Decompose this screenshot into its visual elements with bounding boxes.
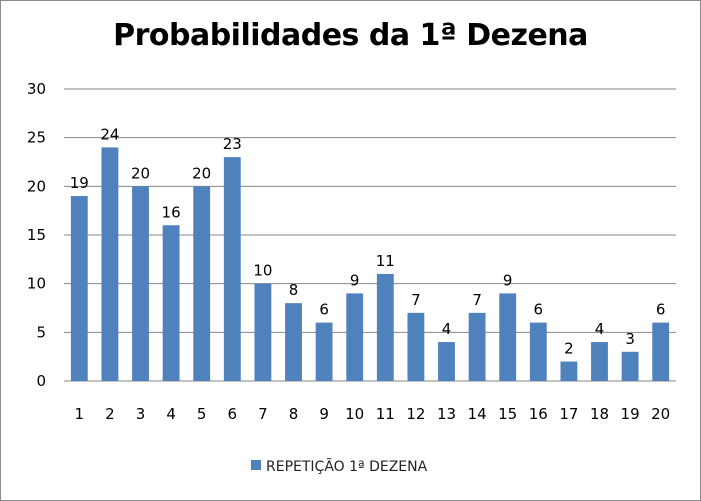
data-label: 10 — [253, 262, 272, 280]
data-label: 20 — [131, 164, 150, 182]
data-label: 23 — [223, 135, 242, 153]
bar — [346, 293, 364, 381]
x-tick-label: 20 — [651, 405, 670, 423]
bar — [223, 157, 241, 381]
data-label: 7 — [472, 291, 482, 309]
data-label: 7 — [411, 291, 421, 309]
data-label: 6 — [319, 301, 329, 319]
bar — [407, 312, 425, 381]
bar — [70, 196, 88, 381]
bar — [499, 293, 517, 381]
x-tick-label: 8 — [289, 405, 299, 423]
bar — [529, 322, 547, 381]
x-tick-label: 11 — [376, 405, 395, 423]
x-tick-label: 1 — [75, 405, 85, 423]
x-tick-label: 15 — [498, 405, 517, 423]
x-tick-label: 14 — [468, 405, 487, 423]
y-tick-label: 10 — [27, 275, 46, 293]
x-tick-label: 5 — [197, 405, 207, 423]
gridlines — [64, 88, 676, 382]
chart-title: Probabilidades da 1ª Dezena — [113, 18, 588, 53]
x-tick-label: 18 — [590, 405, 609, 423]
x-tick-label: 17 — [559, 405, 578, 423]
data-label: 9 — [350, 271, 360, 289]
x-tick-label: 16 — [529, 405, 548, 423]
bar — [591, 342, 608, 381]
data-label: 6 — [656, 301, 666, 319]
x-axis-tick-labels: 1 2 3 4 5 6 7 8 9 10 11 12 13 14 15 16 17 18 19 20 — [75, 405, 671, 423]
bar — [193, 186, 211, 381]
bar — [315, 322, 333, 381]
x-tick-label: 7 — [258, 405, 268, 423]
x-tick-label: 19 — [621, 405, 640, 423]
data-label: 2 — [564, 340, 574, 358]
data-label: 9 — [503, 271, 513, 289]
bar — [376, 273, 394, 381]
bar — [652, 322, 670, 381]
legend-label: REPETIÇÃO 1ª DEZENA — [266, 458, 428, 475]
bar — [285, 303, 302, 381]
bars — [70, 147, 670, 381]
y-tick-label: 15 — [27, 226, 46, 244]
y-tick-label: 5 — [36, 323, 46, 341]
data-label: 3 — [625, 330, 635, 348]
bar — [468, 312, 486, 381]
data-label: 4 — [595, 320, 605, 338]
x-tick-label: 10 — [345, 405, 364, 423]
bar — [438, 342, 455, 381]
bar — [101, 147, 119, 381]
x-tick-label: 13 — [437, 405, 456, 423]
data-label: 6 — [534, 301, 544, 319]
data-label: 4 — [442, 320, 452, 338]
bar — [162, 225, 180, 381]
bar — [254, 283, 272, 381]
y-axis-tick-labels: 0 5 10 15 20 25 30 — [27, 80, 46, 390]
y-tick-label: 0 — [36, 372, 46, 390]
legend: REPETIÇÃO 1ª DEZENA — [251, 458, 428, 475]
data-label: 16 — [162, 203, 181, 221]
bar — [560, 361, 578, 381]
bar — [621, 351, 639, 381]
x-tick-label: 4 — [166, 405, 176, 423]
data-label: 8 — [289, 281, 299, 299]
data-label: 24 — [100, 125, 119, 143]
legend-swatch — [251, 460, 261, 470]
y-tick-label: 25 — [27, 129, 46, 147]
y-tick-label: 30 — [27, 80, 46, 98]
x-tick-label: 9 — [319, 405, 329, 423]
bar — [132, 186, 149, 381]
x-tick-label: 3 — [136, 405, 146, 423]
data-label: 11 — [376, 252, 395, 270]
data-label: 20 — [192, 164, 211, 182]
x-tick-label: 12 — [406, 405, 425, 423]
y-tick-label: 20 — [27, 177, 46, 195]
x-tick-label: 2 — [105, 405, 115, 423]
x-tick-label: 6 — [228, 405, 238, 423]
data-label: 19 — [70, 174, 89, 192]
